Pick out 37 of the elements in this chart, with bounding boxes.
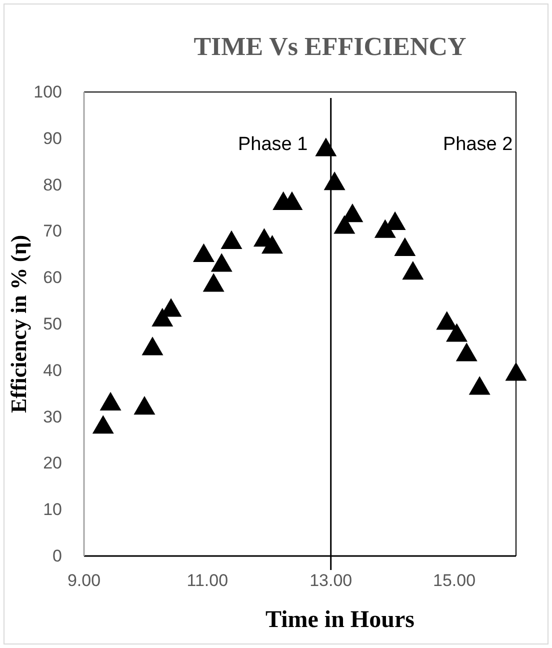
- y-tick-label: 0: [52, 546, 62, 566]
- y-tick-label: 100: [34, 82, 62, 102]
- point: [192, 243, 214, 262]
- x-tick-label: 13.00: [310, 571, 352, 590]
- point: [202, 273, 224, 292]
- y-tick-label: 80: [43, 175, 62, 194]
- point: [505, 362, 527, 381]
- point: [142, 336, 164, 356]
- point: [468, 376, 490, 395]
- point: [324, 171, 346, 190]
- chart-title: TIME Vs EFFICIENCY: [194, 32, 466, 61]
- annotation: Phase 2: [443, 134, 513, 155]
- y-axis-title: Efficiency in % (η): [6, 234, 31, 414]
- y-tick-label: 50: [43, 314, 62, 334]
- point: [456, 342, 478, 362]
- annotation: Phase 1: [238, 134, 308, 155]
- x-tick-label: 9.00: [67, 571, 101, 590]
- y-tick-label: 30: [43, 407, 62, 426]
- point: [134, 396, 156, 415]
- point: [261, 235, 283, 254]
- y-tick-label: 60: [43, 268, 62, 288]
- point: [394, 237, 416, 256]
- point: [92, 415, 114, 434]
- point: [402, 261, 424, 280]
- point: [446, 323, 468, 342]
- x-tick-label: 15.00: [433, 571, 476, 590]
- y-tick-label: 10: [43, 500, 62, 520]
- y-tick-label: 70: [43, 222, 62, 241]
- x-axis-title: Time in Hours: [266, 607, 414, 633]
- y-tick-label: 90: [43, 128, 62, 148]
- y-tick-label: 20: [43, 454, 62, 473]
- point: [220, 230, 242, 250]
- point: [100, 392, 122, 410]
- point: [315, 138, 337, 156]
- y-tick-label: 40: [43, 360, 62, 380]
- point: [210, 253, 232, 272]
- x-tick-label: 11.00: [186, 571, 228, 590]
